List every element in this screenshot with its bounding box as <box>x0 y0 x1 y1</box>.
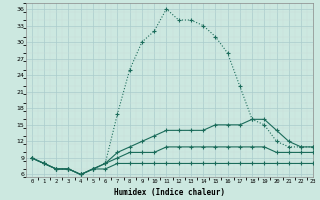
X-axis label: Humidex (Indice chaleur): Humidex (Indice chaleur) <box>114 188 225 197</box>
